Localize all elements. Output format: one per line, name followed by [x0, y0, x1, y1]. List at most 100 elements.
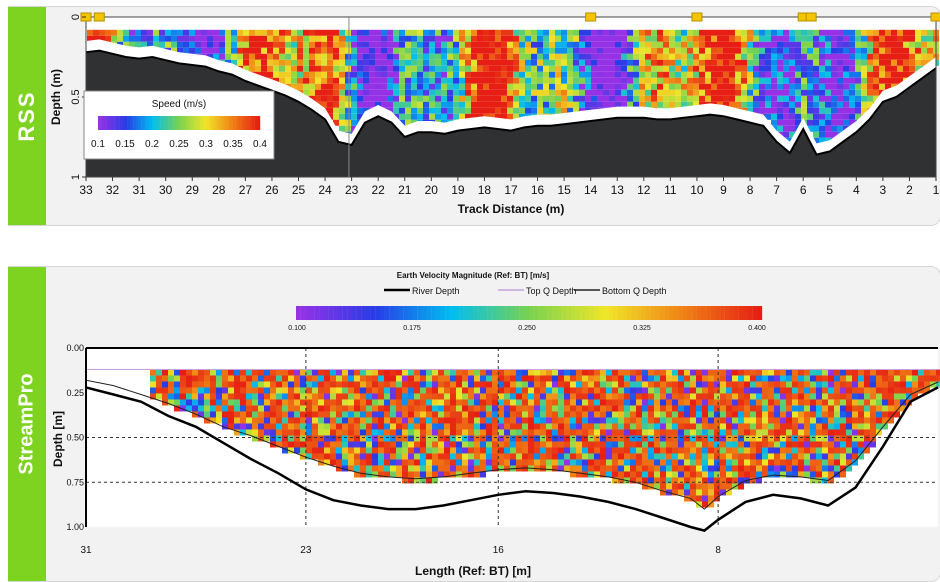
streampro-velocity-cell: [882, 381, 888, 388]
streampro-velocity-cell: [720, 465, 726, 472]
streampro-velocity-cell: [612, 411, 618, 418]
streampro-velocity-cell: [624, 447, 630, 454]
rss-speed-cell: [915, 47, 921, 54]
streampro-velocity-cell: [450, 423, 456, 430]
rss-speed-cell: [417, 77, 423, 84]
rss-speed-cell: [213, 29, 219, 36]
streampro-velocity-cell: [324, 399, 330, 406]
rss-speed-cell: [867, 71, 873, 78]
streampro-velocity-cell: [444, 441, 450, 448]
streampro-velocity-cell: [264, 417, 270, 424]
rss-speed-cell: [801, 29, 807, 36]
streampro-velocity-cell: [834, 441, 840, 448]
streampro-velocity-cell: [168, 399, 174, 406]
rss-speed-cell: [303, 89, 309, 96]
rss-speed-cell: [765, 71, 771, 78]
streampro-velocity-cell: [804, 459, 810, 466]
rss-speed-cell: [537, 101, 543, 108]
rss-speed-cell: [873, 59, 879, 66]
streampro-velocity-cell: [342, 441, 348, 448]
streampro-velocity-cell: [594, 447, 600, 454]
rss-speed-cell: [639, 101, 645, 108]
rss-speed-cell: [645, 53, 651, 60]
streampro-velocity-cell: [582, 441, 588, 448]
streampro-velocity-cell: [570, 411, 576, 418]
rss-speed-cell: [279, 47, 285, 54]
rss-speed-cell: [243, 29, 249, 36]
streampro-velocity-cell: [546, 399, 552, 406]
rss-speed-cell: [543, 89, 549, 96]
streampro-velocity-cell: [918, 387, 924, 394]
streampro-velocity-cell: [798, 369, 804, 376]
streampro-velocity-cell: [312, 405, 318, 412]
rss-speed-cell: [531, 71, 537, 78]
streampro-velocity-cell: [564, 387, 570, 394]
rss-speed-cell: [285, 59, 291, 66]
streampro-velocity-cell: [414, 381, 420, 388]
streampro-velocity-cell: [258, 393, 264, 400]
streampro-velocity-cell: [690, 375, 696, 382]
rss-speed-cell: [279, 59, 285, 66]
streampro-velocity-cell: [708, 453, 714, 460]
rss-speed-cell: [849, 71, 855, 78]
rss-speed-cell: [369, 95, 375, 102]
streampro-velocity-cell: [720, 417, 726, 424]
rss-speed-cell: [603, 83, 609, 90]
streampro-velocity-cell: [234, 399, 240, 406]
rss-speed-cell: [783, 29, 789, 36]
streampro-velocity-cell: [726, 447, 732, 454]
rss-speed-cell: [891, 47, 897, 54]
streampro-velocity-cell: [798, 471, 804, 478]
rss-speed-cell: [669, 77, 675, 84]
rss-speed-cell: [249, 65, 255, 72]
rss-speed-cell: [747, 101, 753, 108]
streampro-velocity-cell: [846, 417, 852, 424]
streampro-velocity-cell: [192, 411, 198, 418]
streampro-velocity-cell: [792, 441, 798, 448]
streampro-velocity-cell: [870, 441, 876, 448]
streampro-velocity-cell: [678, 417, 684, 424]
rss-speed-cell: [681, 47, 687, 54]
streampro-velocity-cell: [414, 453, 420, 460]
streampro-velocity-cell: [420, 387, 426, 394]
rss-speed-cell: [369, 35, 375, 42]
streampro-velocity-cell: [492, 411, 498, 418]
streampro-velocity-cell: [210, 369, 216, 376]
rss-speed-cell: [333, 59, 339, 66]
rss-speed-cell: [633, 47, 639, 54]
streampro-velocity-cell: [288, 387, 294, 394]
rss-speed-cell: [291, 77, 297, 84]
streampro-velocity-cell: [600, 471, 606, 478]
streampro-velocity-cell: [462, 369, 468, 376]
streampro-velocity-cell: [834, 399, 840, 406]
rss-speed-cell: [375, 101, 381, 108]
streampro-velocity-cell: [396, 447, 402, 454]
streampro-velocity-cell: [612, 393, 618, 400]
streampro-velocity-cell: [474, 381, 480, 388]
streampro-velocity-cell: [396, 465, 402, 472]
rss-speed-cell: [537, 89, 543, 96]
streampro-velocity-cell: [486, 441, 492, 448]
rss-speed-cell: [507, 29, 513, 36]
rss-speed-cell: [885, 29, 891, 36]
rss-speed-cell: [855, 29, 861, 36]
streampro-velocity-cell: [384, 429, 390, 436]
streampro-velocity-cell: [858, 435, 864, 442]
rss-speed-cell: [735, 71, 741, 78]
rss-speed-cell: [345, 119, 351, 126]
rss-speed-cell: [417, 53, 423, 60]
streampro-velocity-cell: [258, 405, 264, 412]
streampro-velocity-cell: [480, 387, 486, 394]
streampro-velocity-cell: [756, 369, 762, 376]
streampro-velocity-cell: [408, 417, 414, 424]
streampro-velocity-cell: [744, 423, 750, 430]
rss-speed-cell: [261, 29, 267, 36]
rss-speed-cell: [867, 41, 873, 48]
streampro-velocity-cell: [744, 453, 750, 460]
streampro-velocity-cell: [330, 381, 336, 388]
streampro-velocity-cell: [816, 369, 822, 376]
streampro-velocity-cell: [276, 399, 282, 406]
streampro-velocity-cell: [750, 387, 756, 394]
streampro-velocity-cell: [864, 411, 870, 418]
streampro-velocity-cell: [426, 465, 432, 472]
